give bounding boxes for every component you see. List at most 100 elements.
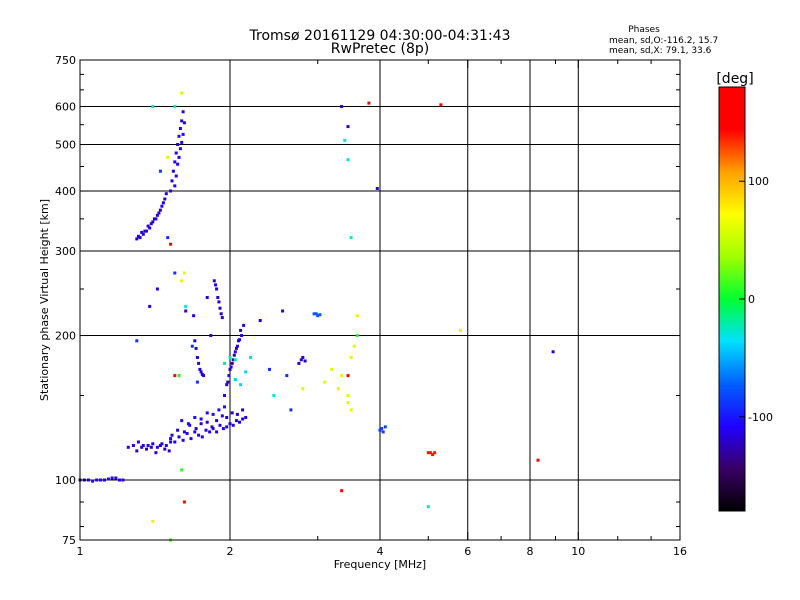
data-point [193,416,197,419]
y-axis-label: Stationary phase Virtual Height [km] [38,199,51,401]
data-point [171,169,175,173]
data-point [185,432,189,435]
data-point [151,105,155,108]
data-point [193,339,197,343]
y-tick-label: 500 [55,139,76,152]
data-point [136,440,140,444]
data-point [215,419,219,423]
x-axis-label: Frequency [MHz] [334,558,426,571]
data-point [285,374,289,378]
data-point [228,356,232,359]
data-point [215,430,219,434]
colorbar-tick-label: 100 [748,175,769,188]
data-point [178,127,182,130]
data-point [131,444,135,447]
data-point [155,287,159,291]
data-point [157,211,161,215]
data-point [199,422,203,426]
data-point [205,296,209,299]
data-point [194,346,198,350]
data-point [314,312,318,316]
x-tick-label: 2 [227,545,234,558]
data-point [219,312,223,316]
data-point [158,444,162,447]
data-point [226,380,230,384]
data-point [340,105,344,108]
data-point [244,416,248,419]
data-point [148,226,152,230]
data-point [177,435,181,439]
x-tick-label: 1 [77,545,84,558]
data-point [177,134,181,138]
data-point [230,361,234,365]
data-point [439,103,443,107]
data-point [231,423,235,427]
data-point [346,394,350,397]
data-point [239,383,243,387]
data-point [241,408,245,412]
data-point [235,412,239,416]
data-point [135,449,139,453]
x-tick-label: 6 [464,545,471,558]
grid-lines [80,60,680,540]
data-point [197,433,201,437]
y-tick-label: 750 [55,54,76,67]
phase-stats-line-o: mean, sd,O:-116.2, 15.7 [609,36,718,46]
data-point [167,449,171,453]
data-point [173,184,177,188]
data-point [193,430,197,434]
data-point [181,110,185,114]
data-point [154,451,158,455]
data-point [426,451,430,455]
phase-stats-line-x: mean, sd,X: 79.1, 33.6 [609,46,712,56]
data-point [95,478,99,482]
data-point [180,140,184,144]
data-point [166,155,170,159]
data-point [174,174,178,178]
data-point [194,427,198,431]
data-point [299,358,303,362]
data-point [237,339,240,343]
data-point [87,478,90,482]
data-point [228,367,232,371]
data-point [346,125,350,129]
data-point [140,445,144,449]
data-point [135,339,139,343]
chart-subtitle: RwPretec (8p) [331,41,429,57]
data-point [230,411,234,415]
data-point [211,427,215,431]
data-point [249,356,253,359]
data-point [195,380,199,384]
data-point [349,236,353,240]
data-point [202,374,206,378]
data-point [238,420,241,424]
data-point [343,138,347,142]
data-point [221,427,225,431]
data-point [214,283,217,287]
data-point [180,119,184,123]
data-point [126,445,130,449]
data-point [91,479,95,483]
data-point [234,346,238,350]
data-point [103,478,106,482]
data-point [378,428,382,432]
data-point [118,478,121,482]
data-point [229,365,233,369]
data-point [146,444,150,447]
data-point [181,438,185,442]
data-point [141,444,145,447]
data-point [158,169,162,173]
data-point [210,425,214,429]
data-point [198,367,202,371]
data-point [180,279,184,283]
data-point [312,312,316,316]
data-point [234,419,238,423]
data-point [212,279,216,283]
data-point [380,427,384,431]
data-points [78,91,555,542]
data-point [186,422,190,426]
data-point [146,224,150,228]
data-point [160,442,164,446]
data-point [148,304,152,308]
y-tick-label: 75 [62,534,76,547]
